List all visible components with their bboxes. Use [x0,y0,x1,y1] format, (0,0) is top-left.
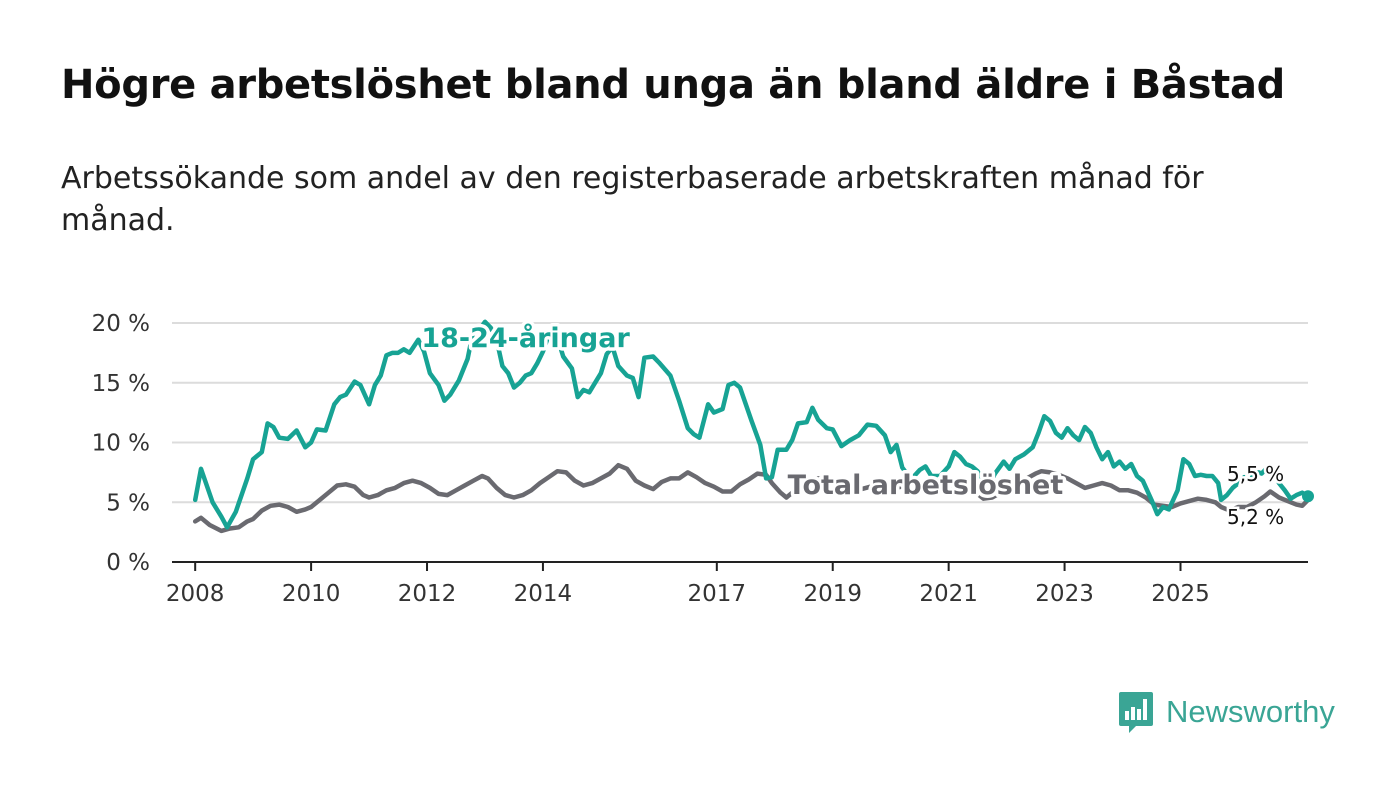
y-tick-label: 15 % [92,371,150,397]
x-tick-label: 2025 [1151,581,1210,607]
chart-title: Högre arbetslöshet bland unga än bland ä… [61,62,1285,108]
series-label-total: Total arbetslöshet [788,470,1064,501]
newsworthy-logo-icon [1119,692,1153,733]
x-tick-label: 2014 [514,581,573,607]
series-line-total [192,462,1311,534]
x-tick-label: 2012 [398,581,457,607]
y-tick-label: 10 % [92,431,150,457]
end-value-total: 5,2 % [1227,505,1284,529]
x-tick-label: 2017 [688,581,747,607]
newsworthy-brand[interactable]: Newsworthy [1118,690,1335,734]
x-tick-label: 2021 [919,581,978,607]
brand-name: Newsworthy [1166,694,1335,729]
end-value-18-24: 5,5 % [1227,462,1284,486]
y-tick-label: 5 % [106,490,150,516]
y-tick-label: 20 % [92,311,150,337]
series-end-marker [1302,490,1314,503]
gridlines [172,322,1308,504]
y-tick-label: 0 % [106,550,150,576]
x-tick-label: 2008 [166,581,225,607]
x-tick-label: 2023 [1035,581,1094,607]
x-tick-label: 2019 [803,581,862,607]
axes: 0 % 5 % 10 % 15 % 20 % 2008 2010 2012 2014 2017 20… [92,311,1308,607]
series-lines [192,319,1314,534]
chart-subtitle: Arbetssökande som andel av den registerb… [61,161,1204,238]
series-label-18-24: 18-24-åringar [421,322,630,354]
series-labels: 18-24-åringar Total arbetslöshet 5,5 % 5,2 … [418,319,1287,532]
x-tick-label: 2010 [282,581,341,607]
series-line-18-24 [192,319,1311,530]
